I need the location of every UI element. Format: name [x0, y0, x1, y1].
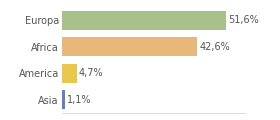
Text: 1,1%: 1,1% [67, 95, 92, 105]
Text: 4,7%: 4,7% [78, 68, 103, 78]
Text: 42,6%: 42,6% [199, 42, 230, 52]
Text: 51,6%: 51,6% [228, 15, 259, 25]
Bar [62, 11, 226, 30]
Bar [62, 64, 76, 83]
Bar [62, 90, 65, 109]
Bar [62, 37, 197, 56]
